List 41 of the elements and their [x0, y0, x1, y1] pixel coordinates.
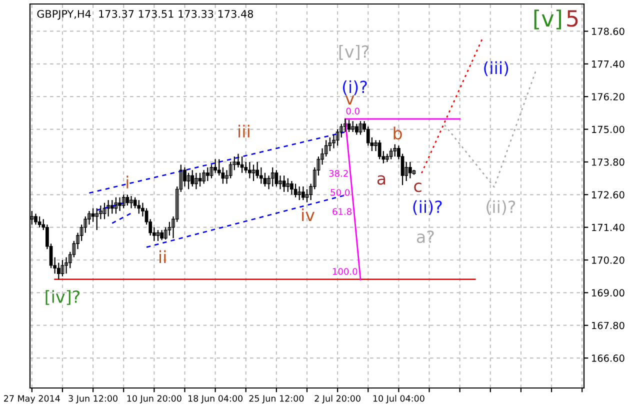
y-tick-label: 175.00 [592, 126, 624, 134]
annotation: 38.2 [329, 170, 348, 177]
x-tick-label: 25 Jun 12:00 [249, 395, 304, 404]
x-tick-label: 18 Jun 04:00 [188, 395, 243, 404]
annotation: b [394, 126, 402, 140]
x-tick-label: 2 Jul 20:00 [314, 394, 360, 404]
y-tick-label: 171.40 [592, 224, 624, 232]
annotation: [iv]? [46, 290, 80, 305]
y-tick-label: 166.60 [592, 354, 624, 362]
x-tick-label: 3 Jun 12:00 [68, 395, 118, 404]
annotation: 0.0 [346, 108, 360, 114]
annotation: a? [416, 230, 434, 244]
y-tick-label: 169.00 [592, 289, 624, 297]
annotation: 5 [567, 10, 578, 27]
y-tick-label: 176.20 [592, 93, 624, 100]
annotation: v [345, 95, 354, 104]
text: GBPJPY,H4 173.37 173.51 173.33 173.48 [37, 10, 254, 20]
annotation: 50.0 [330, 189, 350, 196]
annotation: (ii)? [413, 200, 442, 216]
annotation: (iii) [484, 61, 508, 76]
y-tick-label: 170.20 [592, 256, 624, 264]
annotation: a [377, 175, 386, 185]
annotation: c [414, 182, 422, 192]
annotation: i [126, 176, 128, 188]
annotation: iv [302, 208, 315, 222]
y-tick-label: 177.40 [592, 60, 624, 68]
annotation: [v] [534, 10, 562, 30]
annotation: iii [238, 124, 250, 138]
x-tick-label: 27 May 2014 [4, 395, 60, 404]
y-tick-label: 172.60 [592, 191, 624, 198]
annotation: 61.8 [332, 208, 352, 215]
annotation: ii [160, 250, 166, 263]
y-tick-label: 178.60 [592, 28, 624, 36]
annotation: (i)? [342, 80, 367, 96]
annotation: [v]? [339, 44, 368, 60]
y-tick-label: 167.80 [592, 322, 624, 330]
annotation: 100.0 [332, 268, 358, 275]
annotation: (ii)? [486, 200, 516, 216]
x-tick-label: 10 Jun 20:00 [127, 395, 182, 404]
x-tick-label: 10 Jul 04:00 [373, 394, 424, 404]
y-tick-label: 173.80 [592, 158, 624, 166]
